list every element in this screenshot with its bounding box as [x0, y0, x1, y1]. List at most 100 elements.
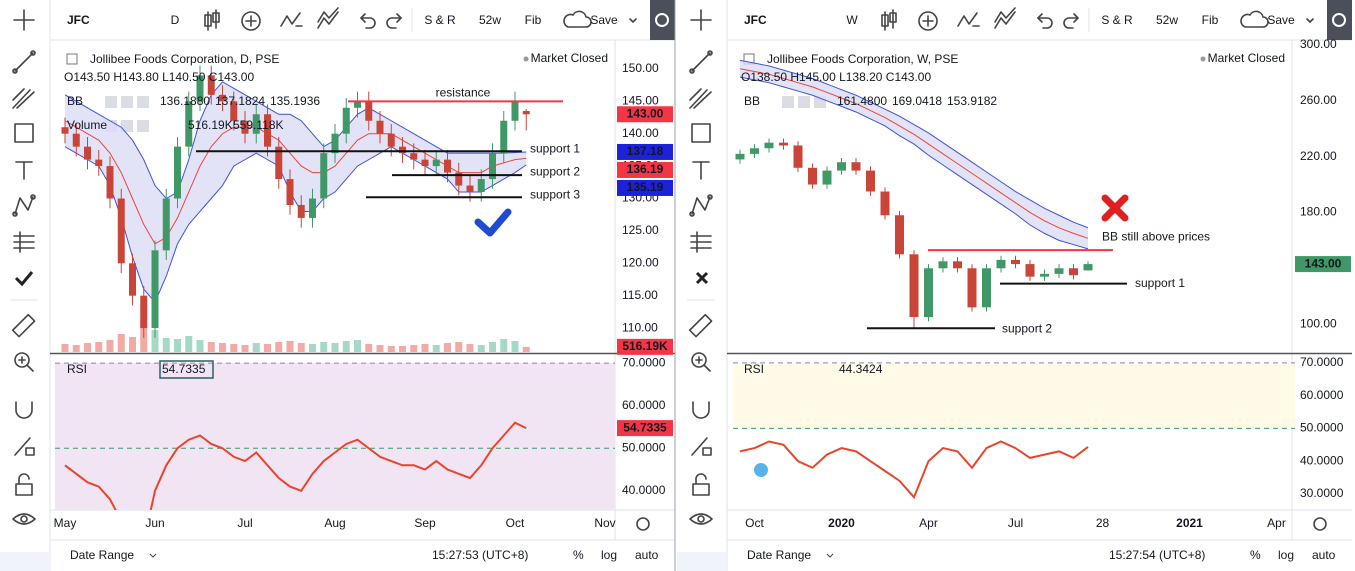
- x-tick-label: Oct: [506, 516, 525, 530]
- price-tag-label: 143.00: [627, 106, 664, 120]
- symbol[interactable]: JFC: [744, 13, 767, 27]
- toolbar-button[interactable]: 52w: [1156, 13, 1178, 27]
- charts: JFC D S & R 52w Fib Save Jollibee Foods Corpor…: [54, 13, 1351, 562]
- x-tick-label: Apr: [1267, 516, 1286, 530]
- symbol[interactable]: JFC: [67, 13, 90, 27]
- volume-bar: [61, 344, 69, 352]
- save-dropdown[interactable]: [629, 18, 637, 23]
- prediction-tool[interactable]: [13, 231, 35, 253]
- candle-body: [967, 268, 977, 308]
- x-tick-label: Aug: [324, 516, 345, 530]
- volume-bar: [477, 345, 485, 352]
- price-tag: [617, 161, 673, 178]
- x-tick-label: May: [54, 516, 77, 530]
- draw-mode-tool[interactable]: [14, 437, 35, 456]
- toolbar-button[interactable]: S & R: [424, 13, 456, 27]
- y-tick-label: 300.00: [1300, 37, 1337, 51]
- indicator-settings[interactable]: [121, 96, 133, 108]
- indicator-settings[interactable]: [121, 120, 133, 132]
- bb-label: BB: [744, 94, 760, 108]
- volume-bar: [387, 346, 395, 352]
- price-tag: [617, 179, 673, 196]
- y-tick-label: 150.00: [622, 61, 659, 75]
- date-range[interactable]: Date Range: [747, 548, 811, 562]
- interval[interactable]: D: [171, 13, 180, 27]
- date-range[interactable]: Date Range: [70, 548, 134, 562]
- magnet-tool[interactable]: [15, 401, 33, 419]
- volume-bar: [410, 345, 418, 352]
- candle-body: [880, 191, 890, 216]
- interval[interactable]: W: [846, 13, 858, 27]
- toolbar-button[interactable]: Fib: [1202, 13, 1219, 27]
- bb-lower: [64, 146, 527, 304]
- bb-value: 153.9182: [947, 94, 997, 108]
- candle-type-button[interactable]: [204, 9, 220, 31]
- collapse-legend[interactable]: [66, 53, 78, 65]
- zoom-tool[interactable]: [14, 352, 34, 372]
- compare-button[interactable]: [241, 11, 261, 31]
- candle-body: [354, 101, 361, 108]
- bb-value: 169.0418: [892, 94, 942, 108]
- toolbar-button[interactable]: Fib: [525, 13, 542, 27]
- bb-fill: [740, 60, 1088, 249]
- y-tick-label: 110.00: [622, 320, 658, 334]
- undo-button[interactable]: [360, 13, 376, 29]
- auto-toggle[interactable]: auto: [1312, 548, 1336, 562]
- bb-upper: [739, 59, 1089, 229]
- crosshair-tool[interactable]: [13, 9, 35, 31]
- log-toggle[interactable]: log: [1278, 548, 1294, 562]
- rsi-tag-label: 54.7335: [623, 420, 667, 434]
- volume-bar: [342, 341, 350, 352]
- bb-value: 136.1880: [160, 94, 210, 108]
- candle-body: [387, 133, 395, 147]
- volume-bar: [241, 345, 249, 352]
- indicators-button[interactable]: [280, 12, 303, 27]
- remove-tool[interactable]: [695, 271, 709, 285]
- price-tag-label: 137.18: [627, 144, 664, 158]
- toolbar-button[interactable]: S & R: [1101, 13, 1133, 27]
- toolbar-button[interactable]: 52w: [479, 13, 501, 27]
- indicator-remove[interactable]: [137, 96, 149, 108]
- percent-toggle[interactable]: %: [573, 548, 584, 562]
- volume-bar: [522, 346, 530, 352]
- check-tool[interactable]: [14, 271, 34, 287]
- clock: 15:27:54 (UTC+8): [1109, 548, 1205, 562]
- trend-line-tool[interactable]: [12, 50, 36, 74]
- save-button[interactable]: Save: [590, 13, 618, 27]
- date-range-caret: [149, 553, 157, 558]
- pitchfork-tool[interactable]: [12, 88, 35, 109]
- candle-body: [924, 268, 933, 318]
- save-cloud-icon[interactable]: [563, 10, 592, 28]
- rsi-band: [733, 362, 1295, 429]
- x-tick-label: Jul: [1008, 516, 1023, 530]
- ruler-tool[interactable]: [11, 313, 36, 338]
- sidebar-bottom[interactable]: [0, 552, 50, 571]
- volume-bar: [376, 345, 384, 352]
- settings-button[interactable]: [650, 0, 675, 40]
- text-tool[interactable]: [15, 161, 33, 180]
- lock-tool[interactable]: [15, 473, 33, 496]
- percent-toggle[interactable]: %: [1250, 548, 1261, 562]
- save-button[interactable]: Save: [1267, 13, 1295, 27]
- x-tick-label: 2020: [828, 516, 855, 530]
- volume-bar: [117, 334, 125, 352]
- visibility-tool[interactable]: [12, 513, 36, 525]
- auto-toggle[interactable]: auto: [635, 548, 659, 562]
- y-tick-label: 180.00: [1300, 205, 1337, 219]
- indicator-hide[interactable]: [105, 96, 117, 108]
- candle-body: [297, 204, 305, 218]
- axis-settings[interactable]: [636, 517, 650, 531]
- volume-bar: [219, 343, 226, 352]
- shape-tool[interactable]: [14, 123, 34, 143]
- pattern-tool[interactable]: [12, 194, 36, 217]
- annotation-label: support 1: [530, 141, 580, 155]
- redo-button[interactable]: [386, 13, 402, 29]
- candle-body: [764, 142, 774, 149]
- indicator-remove[interactable]: [137, 120, 149, 132]
- y-tick-label: 260.00: [1300, 93, 1337, 107]
- templates-button[interactable]: [317, 7, 339, 29]
- log-toggle[interactable]: log: [601, 548, 617, 562]
- rsi-tick-label: 50.0000: [622, 440, 666, 454]
- volume-bar: [196, 340, 204, 352]
